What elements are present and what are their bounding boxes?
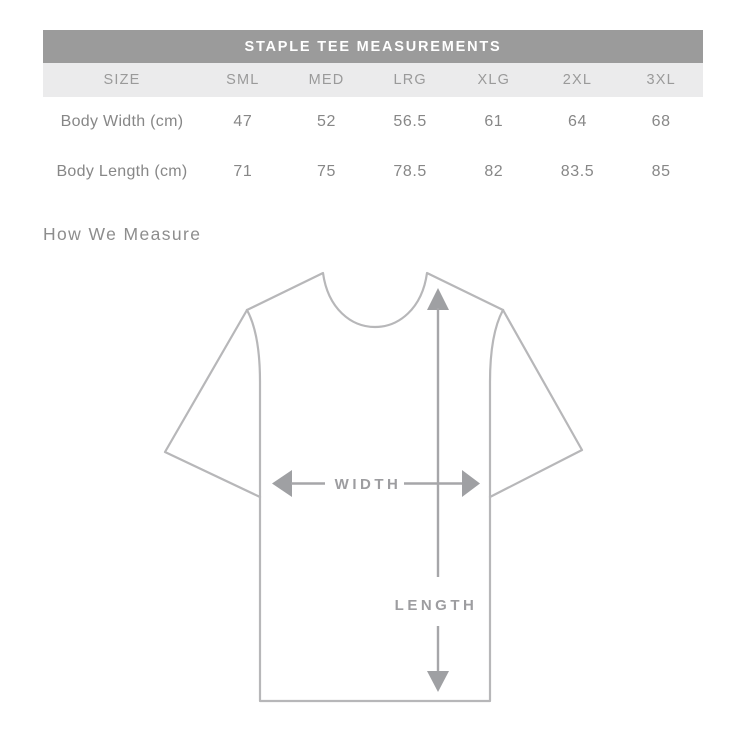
body-width-med: 52 (284, 97, 369, 147)
length-arrow-down-icon (427, 671, 449, 692)
width-arrow-right-icon (462, 470, 480, 497)
column-header-lrg: LRG (368, 63, 452, 97)
body-width-2xl: 64 (535, 97, 620, 147)
width-arrow-left-icon (272, 470, 292, 497)
column-header-xlg: XLG (451, 63, 536, 97)
body-length-sml: 71 (201, 147, 285, 197)
column-header-3xl: 3XL (619, 63, 703, 97)
body-length-lrg: 78.5 (368, 147, 452, 197)
tshirt-body (245, 308, 505, 703)
column-header-sml: SML (201, 63, 285, 97)
length-label: LENGTH (395, 597, 478, 614)
table-row-body-width: Body Width (cm) 47 52 56.5 61 64 68 (43, 97, 703, 147)
tshirt-outline (163, 271, 584, 703)
column-header-med: MED (284, 63, 369, 97)
table-title: STAPLE TEE MEASUREMENTS (43, 30, 703, 63)
body-width-xlg: 61 (451, 97, 536, 147)
body-width-sml: 47 (201, 97, 285, 147)
length-arrow-up-icon (427, 288, 449, 310)
body-length-med: 75 (284, 147, 369, 197)
table-header-row: SIZE SML MED LRG XLG 2XL 3XL (43, 63, 703, 97)
body-width-3xl: 68 (619, 97, 703, 147)
tshirt-left-sleeve (163, 308, 262, 499)
width-arrow: WIDTH (272, 470, 480, 497)
body-length-2xl: 83.5 (535, 147, 620, 197)
measurements-table: STAPLE TEE MEASUREMENTS SIZE SML MED LRG… (43, 30, 703, 197)
length-arrow: LENGTH (395, 288, 478, 692)
width-label: WIDTH (335, 476, 402, 493)
table-row-body-length: Body Length (cm) 71 75 78.5 82 83.5 85 (43, 147, 703, 197)
tshirt-right-sleeve (488, 308, 584, 499)
body-length-xlg: 82 (451, 147, 536, 197)
row-label-body-width: Body Width (cm) (43, 97, 201, 147)
column-header-size: SIZE (43, 63, 201, 97)
column-header-2xl: 2XL (535, 63, 620, 97)
tshirt-collar (245, 271, 505, 329)
row-label-body-length: Body Length (cm) (43, 147, 201, 197)
body-width-lrg: 56.5 (368, 97, 452, 147)
section-heading: How We Measure (43, 224, 202, 244)
body-length-3xl: 85 (619, 147, 703, 197)
